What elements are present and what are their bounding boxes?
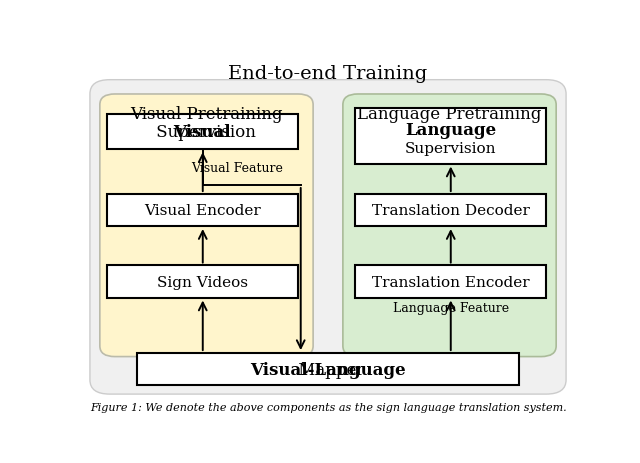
Text: Supervision: Supervision	[151, 124, 256, 141]
Text: Visual: Visual	[173, 124, 231, 141]
Text: Visual-Language: Visual-Language	[250, 361, 405, 378]
Text: Supervision: Supervision	[405, 142, 497, 156]
Text: Translation Encoder: Translation Encoder	[372, 275, 529, 289]
Text: Language Pretraining: Language Pretraining	[357, 106, 541, 122]
Bar	[137, 353, 519, 385]
Bar	[108, 266, 298, 298]
Bar	[355, 194, 547, 227]
Text: Language Feature: Language Feature	[393, 301, 509, 314]
Text: Visual Feature: Visual Feature	[191, 162, 284, 175]
Text: Mapper: Mapper	[293, 361, 364, 378]
Bar	[108, 114, 298, 150]
Text: Language: Language	[405, 122, 497, 138]
Bar	[108, 194, 298, 227]
Text: Visual Pretraining: Visual Pretraining	[130, 106, 283, 122]
Text: Visual Encoder: Visual Encoder	[145, 204, 261, 218]
FancyBboxPatch shape	[100, 95, 313, 357]
FancyBboxPatch shape	[343, 95, 556, 357]
FancyBboxPatch shape	[90, 81, 566, 394]
Text: Figure 1: We denote the above components as the sign language translation system: Figure 1: We denote the above components…	[90, 402, 566, 412]
Bar	[355, 266, 547, 298]
Bar	[355, 109, 547, 164]
Text: End-to-end Training: End-to-end Training	[228, 64, 428, 82]
Text: Translation Decoder: Translation Decoder	[372, 204, 530, 218]
Text: Sign Videos: Sign Videos	[157, 275, 248, 289]
